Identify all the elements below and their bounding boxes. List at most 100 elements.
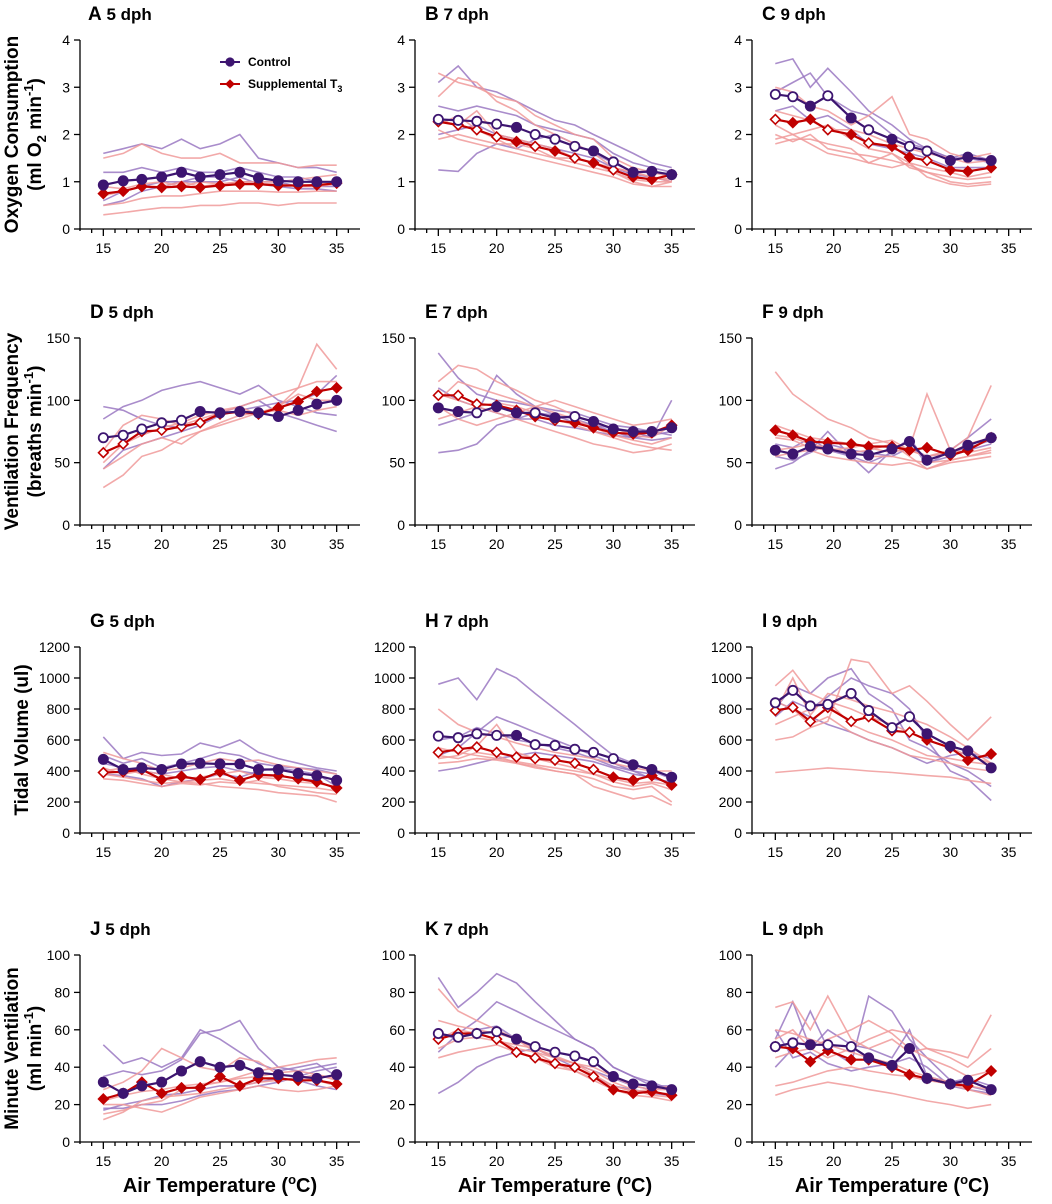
panel-k-control-point bbox=[432, 1028, 444, 1040]
panel-l-t3-individual-line bbox=[775, 1081, 992, 1110]
panel-g-control-point bbox=[97, 753, 109, 765]
panel-h-letter: H bbox=[425, 611, 439, 632]
panel-h-control-point bbox=[491, 729, 503, 741]
panel-l-control-point bbox=[944, 1078, 956, 1090]
panel-b-control-point bbox=[607, 156, 619, 168]
panel-l-control-point bbox=[886, 1059, 898, 1071]
panel-c-y-tick-label: 4 bbox=[734, 32, 742, 48]
panel-h-y-tick-label: 400 bbox=[382, 763, 406, 779]
panel-c-t3-point bbox=[845, 128, 858, 141]
panel-f-x-tick-label: 20 bbox=[826, 536, 842, 552]
panel-e-t3-individual-line bbox=[437, 399, 672, 427]
panel-i-t3-point bbox=[961, 754, 974, 767]
panel-l-t3-point bbox=[804, 1055, 817, 1068]
panel-e-control-point bbox=[627, 425, 639, 437]
panel-c-title: C 9 dph bbox=[762, 4, 826, 25]
panel-f-control-point bbox=[845, 448, 857, 460]
panel-h-control-point bbox=[646, 763, 658, 775]
panel-b-x-tick-label: 15 bbox=[431, 240, 447, 256]
panel-k-t3-point bbox=[549, 1057, 561, 1070]
panel-k-control-point bbox=[549, 1046, 561, 1058]
row-2-ylabel-line2-a: (breaths min bbox=[25, 383, 46, 497]
panel-j-control-individual-line bbox=[102, 1028, 338, 1078]
row-1-ylabel-line2-superscript: -1 bbox=[21, 84, 36, 96]
panel-i-control-individual-line bbox=[774, 667, 992, 788]
panel-k-control-point bbox=[471, 1028, 483, 1040]
panel-l-control-point bbox=[962, 1074, 974, 1086]
panel-f-letter: F bbox=[762, 302, 774, 323]
panel-j-letter: J bbox=[90, 919, 101, 940]
panel-d-x-tick-label: 15 bbox=[96, 536, 112, 552]
panel-e-x-tick-label: 30 bbox=[606, 536, 622, 552]
panel-i-control-point bbox=[769, 697, 781, 709]
panel-l-t3-point bbox=[985, 1065, 998, 1077]
panel-b-t3-individual-line bbox=[437, 129, 672, 188]
panel-f-control-point bbox=[886, 443, 898, 455]
panel-b-y-tick-label: 3 bbox=[397, 79, 405, 95]
panel-j-x-tick-label: 30 bbox=[271, 1153, 287, 1169]
panel-e-control-point bbox=[452, 406, 464, 418]
panel-c-control-point bbox=[985, 154, 997, 166]
panel-k-t3-point bbox=[568, 1061, 581, 1074]
panel-h-t3-point bbox=[432, 746, 445, 759]
panel-b: B 7 dph 0 1 2 3 4 15 20 25 30 35 bbox=[397, 4, 695, 256]
panel-b-y-tick-label: 2 bbox=[397, 127, 405, 143]
panel-b-y-tick-label: 1 bbox=[397, 174, 405, 190]
panel-a-control-point bbox=[97, 179, 109, 191]
panel-g-t3-point bbox=[194, 773, 207, 786]
panel-j-control-point bbox=[311, 1072, 323, 1084]
panel-l-y-tick-label: 0 bbox=[734, 1134, 742, 1150]
panel-c-dph-label: 9 dph bbox=[776, 5, 826, 24]
panel-d-title: D 5 dph bbox=[90, 302, 154, 323]
panel-j-y-tick-label: 0 bbox=[62, 1134, 70, 1150]
panel-a-title: A 5 dph bbox=[88, 4, 152, 25]
panel-b-x-tick-label: 35 bbox=[664, 240, 680, 256]
panel-f-control-point bbox=[985, 432, 997, 444]
panel-l-title: L 9 dph bbox=[762, 919, 824, 940]
panel-e-t3-point bbox=[432, 389, 445, 402]
panel-c-y-tick-label: 1 bbox=[734, 174, 742, 190]
panel-b-t3-point bbox=[529, 140, 542, 153]
panel-j-y-tick-label: 60 bbox=[54, 1022, 70, 1038]
x-axis-title-col-1: Air Temperature (oC) bbox=[123, 1172, 317, 1197]
panel-h-t3-point bbox=[627, 774, 640, 787]
panel-i-t3-point bbox=[985, 748, 998, 760]
panel-g-y-tick-label: 1000 bbox=[39, 670, 70, 686]
panel-e-title: E 7 dph bbox=[425, 302, 488, 323]
panel-c-control-point bbox=[769, 88, 781, 100]
panel-a-x-tick-label: 30 bbox=[271, 240, 287, 256]
panel-g-control-point bbox=[214, 758, 226, 770]
panel-c-control-point bbox=[804, 100, 816, 112]
panel-d-dph-label: 5 dph bbox=[104, 303, 154, 322]
panel-e-control-point bbox=[588, 416, 600, 428]
panel-j-control-point bbox=[252, 1067, 264, 1079]
panel-l-y-tick-label: 100 bbox=[719, 947, 743, 963]
panel-a-x-tick-label: 15 bbox=[96, 240, 112, 256]
panel-c-x-tick-label: 20 bbox=[826, 240, 842, 256]
row-2-ylabel-line2-superscript: -1 bbox=[21, 372, 36, 384]
panel-i-control-point bbox=[863, 705, 875, 717]
panel-k-control-point bbox=[529, 1041, 541, 1053]
panel-b-t3-point bbox=[490, 130, 503, 143]
panel-i-x-tick-label: 30 bbox=[943, 844, 959, 860]
panel-d-control-point bbox=[292, 404, 304, 416]
panel-d-x-tick-label: 30 bbox=[271, 536, 287, 552]
panel-d-t3-point bbox=[330, 381, 343, 394]
panel-e-control-point bbox=[549, 412, 561, 424]
panel-i-t3-point bbox=[845, 715, 858, 728]
panel-g-t3-point bbox=[330, 782, 343, 794]
panel-i-letter: I bbox=[762, 611, 767, 632]
panel-b-y-tick-label: 4 bbox=[397, 32, 405, 48]
panel-f-y-tick-label: 150 bbox=[719, 330, 743, 346]
panel-b-t3-point bbox=[587, 156, 600, 169]
panel-f-control-point bbox=[787, 448, 799, 460]
panel-k-t3-point bbox=[490, 1033, 503, 1046]
panel-g-t3-point bbox=[175, 770, 188, 783]
panel-j-control-point bbox=[331, 1069, 343, 1081]
panel-g-y-tick-label: 200 bbox=[47, 794, 71, 810]
panel-g-control-point bbox=[117, 763, 129, 775]
panel-j-control-point bbox=[214, 1061, 226, 1073]
panel-l-control-mean-line bbox=[775, 1041, 992, 1091]
panel-c-t3-point bbox=[821, 123, 834, 136]
